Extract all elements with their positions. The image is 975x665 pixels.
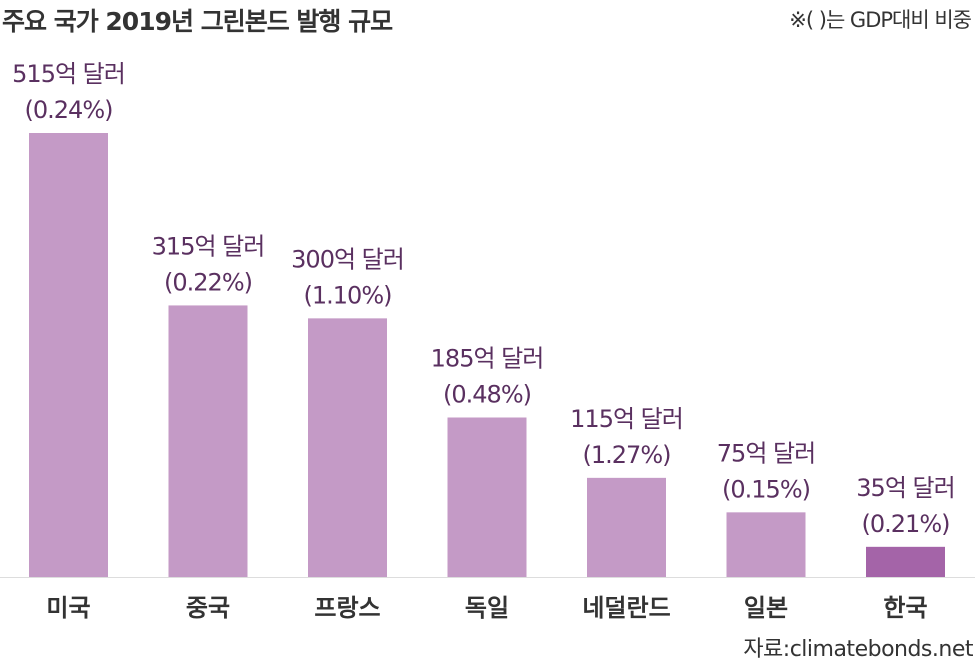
category-label-4: 독일: [465, 594, 509, 622]
category-label-2: 중국: [186, 594, 230, 622]
gdp-share-label-2: (0.22%): [164, 268, 252, 296]
value-label-1: 515억 달러: [12, 60, 125, 88]
bar-1: [29, 133, 108, 577]
bar-3: [308, 318, 387, 577]
category-label-5: 네덜란드: [582, 594, 670, 622]
category-label-6: 일본: [744, 594, 788, 622]
gdp-share-label-3: (1.10%): [304, 281, 392, 309]
bar-2: [168, 305, 248, 577]
value-label-2: 315억 달러: [152, 232, 265, 260]
value-label-3: 300억 달러: [291, 245, 404, 273]
gdp-note: ※( )는 GDP대비 비중: [789, 8, 972, 32]
value-label-5: 115억 달러: [570, 405, 683, 433]
gdp-share-label-1: (0.24%): [25, 96, 113, 124]
category-label-7: 한국: [883, 594, 927, 622]
category-label-3: 프랑스: [314, 594, 380, 622]
value-label-4: 185억 달러: [431, 345, 544, 373]
bar-6: [726, 512, 806, 577]
gdp-share-label-5: (1.27%): [583, 441, 671, 469]
gdp-share-label-4: (0.48%): [443, 381, 531, 409]
bar-7: [866, 546, 945, 577]
bar-4: [447, 417, 527, 577]
category-label-1: 미국: [46, 594, 90, 622]
value-label-6: 75억 달러: [717, 439, 815, 467]
gdp-share-label-6: (0.15%): [722, 475, 810, 503]
source-note: 자료:climatebonds.net: [743, 637, 973, 662]
gdp-share-label-7: (0.21%): [862, 510, 950, 538]
chart-title: 주요 국가 2019년 그린본드 발행 규모: [2, 7, 393, 36]
value-label-7: 35억 달러: [856, 474, 954, 502]
bar-5: [587, 477, 666, 577]
